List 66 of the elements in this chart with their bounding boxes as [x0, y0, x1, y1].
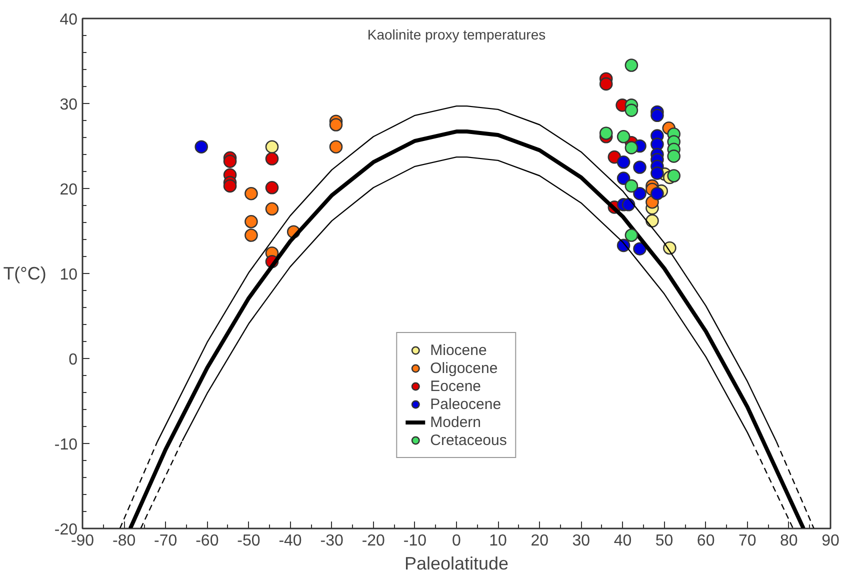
point [624, 104, 638, 117]
x-tick-label: 90 [822, 532, 840, 550]
point [265, 181, 279, 194]
x-tick-label: -60 [196, 532, 219, 550]
y-tick-label: 10 [60, 266, 78, 284]
line-series [128, 130, 806, 528]
y-tick-label: 0 [68, 352, 78, 368]
y-tick-label: 40 [60, 12, 78, 28]
y-tick-label: 20 [60, 182, 78, 198]
point [650, 108, 664, 122]
point [616, 172, 630, 185]
y-tick-label: 30 [60, 96, 78, 114]
y-tick-label: -20 [54, 522, 78, 538]
point [329, 140, 343, 154]
y-tick-label: -10 [54, 436, 78, 454]
legend-label: Miocene [430, 341, 487, 359]
point [616, 130, 630, 144]
point [633, 160, 646, 174]
x-tick-label: -30 [320, 532, 344, 550]
legend-label: Oligocene [430, 359, 498, 377]
point [646, 214, 659, 228]
point [223, 179, 237, 193]
x-tick-label: 60 [696, 532, 715, 550]
point [633, 186, 646, 200]
x-tick-label: -70 [154, 532, 178, 550]
x-tick-label: -80 [112, 532, 136, 550]
point [624, 141, 638, 154]
point [667, 169, 680, 182]
point [244, 228, 258, 242]
x-tick-label: -20 [362, 532, 386, 550]
text: Kaolinite proxy temperatures [367, 26, 546, 42]
point [650, 186, 664, 200]
legend-label: Cretaceous [430, 431, 507, 449]
point [265, 152, 279, 166]
legend-label: Modern [430, 413, 481, 431]
point [616, 156, 630, 169]
x-tick-label: 20 [530, 532, 549, 550]
x-tick-label: -40 [278, 532, 302, 550]
legend-label: Eocene [430, 377, 482, 395]
point [329, 118, 343, 132]
x-tick-label: -10 [403, 532, 427, 550]
point [624, 228, 638, 242]
legend-label: Paleocene [430, 395, 502, 413]
point [650, 166, 664, 180]
point [624, 179, 638, 193]
point [265, 202, 279, 216]
x-tick-label: 10 [489, 532, 508, 550]
point [265, 140, 279, 154]
x-tick-label: 0 [452, 532, 462, 550]
x-tick-label: 50 [655, 532, 674, 550]
point [633, 242, 646, 256]
x-tick-label: 30 [572, 532, 590, 550]
point [667, 150, 680, 163]
point [244, 215, 258, 228]
x-tick-label: 70 [738, 532, 756, 550]
y-axis-title: T(°C) [3, 264, 46, 284]
x-tick-label: 40 [614, 532, 632, 550]
x-tick-label: -50 [237, 532, 260, 550]
point [223, 154, 237, 168]
point [599, 77, 613, 91]
point [244, 186, 258, 200]
point [599, 126, 613, 140]
x-tick-label: 80 [780, 532, 798, 550]
x-axis-title: Paleolatitude [404, 554, 509, 574]
point [194, 140, 208, 154]
point [624, 58, 638, 72]
